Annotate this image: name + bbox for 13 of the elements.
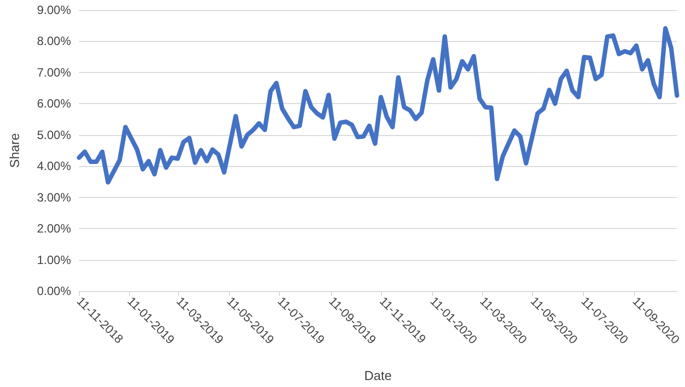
- y-axis-title: Share: [7, 133, 22, 168]
- y-tick-label: 7.00%: [36, 65, 72, 80]
- line-series: [76, 26, 680, 185]
- y-tick-label: 2.00%: [36, 222, 72, 236]
- y-tick-label: 4.00%: [36, 159, 72, 174]
- y-tick-label: 6.00%: [36, 96, 72, 111]
- y-tick-label: 8.00%: [36, 34, 72, 48]
- x-axis-title: Date: [364, 368, 392, 383]
- y-tick-label: 1.00%: [36, 252, 72, 267]
- y-tick-label: 9.00%: [36, 3, 72, 17]
- y-tick-label: 5.00%: [36, 128, 72, 142]
- y-tick-label: 0.00%: [36, 284, 72, 298]
- y-tick-label: 3.00%: [36, 190, 72, 204]
